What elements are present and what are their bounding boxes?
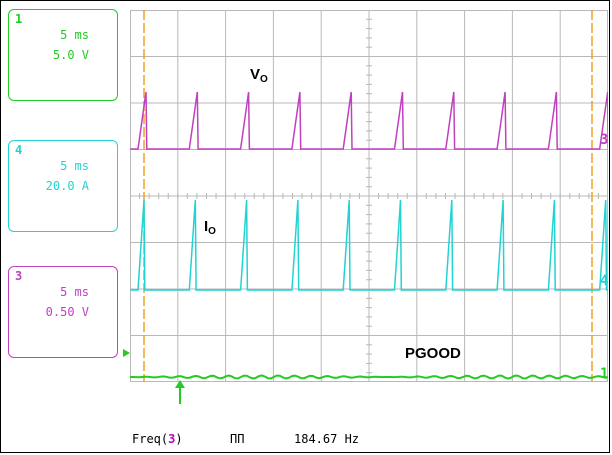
freq-measurement: Freq(3) <box>132 432 183 446</box>
io-label-main: I <box>204 218 209 235</box>
pgood-trace <box>130 374 608 380</box>
io-label-sub: O <box>208 226 216 237</box>
pgood-label: PGOOD <box>405 345 461 362</box>
freq-suffix: ) <box>175 432 183 446</box>
channel-3-scale: 0.50 V <box>45 305 89 319</box>
vo-label: VO <box>250 66 268 85</box>
channel-4-timebase: 5 ms <box>60 159 89 173</box>
vo-trace <box>130 91 608 150</box>
channel-1-scale: 5.0 V <box>52 48 89 62</box>
freq-channel: 3 <box>168 432 176 446</box>
channel-3-box[interactable]: 3 5 ms 0.50 V <box>8 266 118 358</box>
io-trace <box>130 199 608 291</box>
channel-1-box[interactable]: 1 5 ms 5.0 V <box>8 9 118 101</box>
channel-4-scale: 20.0 A <box>45 179 89 193</box>
channel-3-marker: 3 <box>600 132 608 148</box>
channel-4-marker: 4 <box>600 273 608 289</box>
freq-value: 184.67 Hz <box>294 432 360 446</box>
channel-4-number: 4 <box>15 143 23 157</box>
channel-1-marker: 1 <box>600 366 608 382</box>
trigger-level-arrow-icon <box>123 349 130 357</box>
trigger-position-stem <box>179 388 181 404</box>
channel-1-timebase: 5 ms <box>60 28 89 42</box>
freq-prefix: Freq( <box>132 432 169 446</box>
scope-display: 3 4 1 <box>130 10 608 382</box>
io-label: IO <box>204 218 216 237</box>
vo-label-sub: O <box>260 74 268 85</box>
channel-1-number: 1 <box>15 12 23 26</box>
traces <box>130 91 608 380</box>
pulse-icon: ΠΠ <box>230 432 245 446</box>
channel-3-timebase: 5 ms <box>60 285 89 299</box>
vo-label-main: V <box>250 66 261 83</box>
channel-3-number: 3 <box>15 269 23 283</box>
graticule <box>130 10 608 382</box>
channel-4-box[interactable]: 4 5 ms 20.0 A <box>8 140 118 232</box>
trigger-position-arrow-icon <box>175 380 185 388</box>
markers: 3 4 1 <box>600 132 608 382</box>
